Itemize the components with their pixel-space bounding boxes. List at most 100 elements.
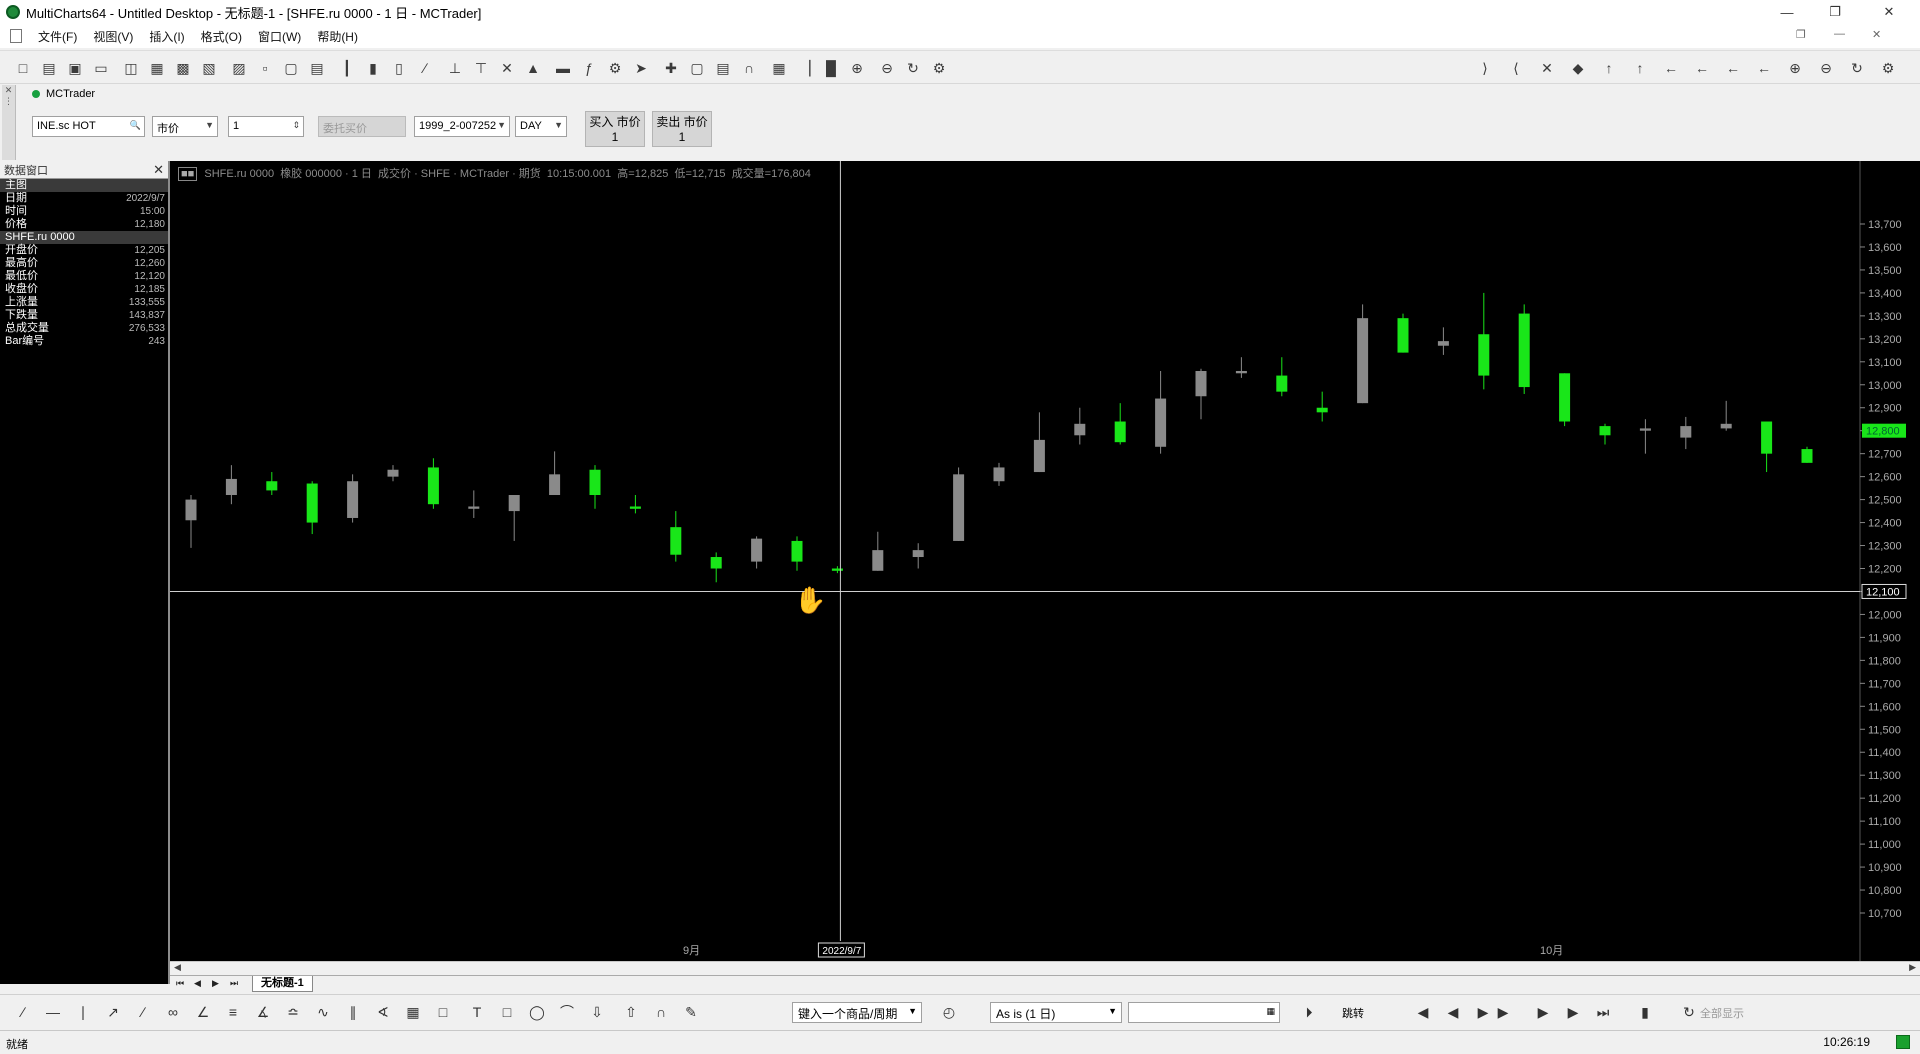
ellipse-icon[interactable]: ◯ [529,1004,545,1020]
magnet-icon[interactable]: ∩ [655,1004,667,1020]
toolbar-tool-icon[interactable]: ← [1695,60,1709,76]
new-order-icon[interactable]: ▧ [202,60,216,76]
zoom-slider-icon[interactable]: ▮ [1641,1004,1649,1020]
last-bar-icon[interactable]: ▶ [1497,1004,1509,1020]
new-scanner-icon[interactable]: ▦ [150,60,164,76]
grid-icon[interactable]: ▦ [772,60,786,76]
mdi-restore-icon[interactable]: ❐ [1796,29,1806,41]
new-portfolio-icon[interactable]: ▨ [232,60,246,76]
brush-icon[interactable]: ✎ [685,1004,697,1020]
toolbar-tool-icon[interactable]: ← [1726,60,1740,76]
session-select[interactable]: As is (1 日) ▼ [990,1002,1122,1023]
hline-icon[interactable]: — [46,1004,60,1020]
stepper-icon[interactable]: ⇕ [292,120,300,130]
trendline-icon[interactable]: ∕ [21,1004,25,1020]
new-dom-icon[interactable]: ▩ [176,60,190,76]
calendar-icon[interactable]: ▦ [1266,1006,1275,1016]
tradebar-handle[interactable]: ✕ ⋮ [2,85,16,160]
tif-select[interactable]: DAY ▼ [515,116,567,137]
menu-format[interactable]: 格式(O) [200,29,242,44]
ray-icon[interactable]: ↗ [107,1004,119,1020]
new-workspace-icon[interactable]: □ [18,60,28,76]
price-field[interactable]: 委托买价 [318,116,406,137]
toolbar-tool-icon[interactable]: ⟨ [1513,60,1519,76]
line-icon[interactable]: ∕ [423,60,427,76]
vline-icon[interactable]: ∣ [79,1004,87,1020]
new-alert-icon[interactable]: ▫ [262,60,268,76]
chart-canvas[interactable]: 13,700 13,600 13,500 13,400 13,300 13,200 13,1… [170,161,1920,961]
quantity-stepper[interactable]: 1 ⇕ [228,116,304,137]
zoom-in-icon[interactable]: ⊕ [851,60,863,76]
ohlc-icon[interactable]: ⊥ [448,60,462,76]
tab-next-icon[interactable]: ▶ [212,978,219,988]
arrow-down-icon[interactable]: ⇩ [591,1004,603,1020]
end-icon[interactable]: ⏭ [1596,1004,1610,1020]
new-chart-icon[interactable]: ◫ [124,60,138,76]
toolbar-tool-icon[interactable]: ← [1664,60,1678,76]
magnet-icon[interactable]: ∩ [743,60,755,76]
text-tool-icon[interactable]: T [472,1004,482,1020]
toolbar-tool-icon[interactable]: ⟩ [1482,60,1488,76]
scroll-right-icon[interactable]: ▶ [1909,962,1916,972]
scroll-icon[interactable]: ▶ [1537,1004,1549,1020]
buy-market-button[interactable]: 买入 市价 1 [585,111,645,147]
data-window-icon[interactable]: ▤ [716,60,730,76]
sell-market-button[interactable]: 卖出 市价 1 [652,111,712,147]
hist-icon[interactable]: █ [826,60,836,76]
volume-icon[interactable]: ▕ [799,60,811,76]
tab-last-icon[interactable]: ⏭ [230,978,239,988]
jump-icon[interactable]: ⏵ [1305,1004,1313,1020]
mdi-minimize-icon[interactable]: — [1834,28,1845,40]
menu-insert[interactable]: 插入(I) [149,29,185,44]
toolbar-tool-icon[interactable]: ↑ [1605,60,1613,76]
price-chart[interactable]: 13,700 13,600 13,500 13,400 13,300 13,200 13,1… [170,161,1920,961]
channel-icon[interactable]: ∕ [141,1004,145,1020]
speed-icon[interactable]: ∢ [377,1004,389,1020]
toolbar-tool-icon[interactable]: ⊖ [1820,60,1832,76]
time-zone-icon[interactable]: ∥ [349,1004,357,1020]
menu-help[interactable]: 帮助(H) [317,29,358,44]
toolbar-tool-icon[interactable]: ↻ [1851,60,1863,76]
tab-first-icon[interactable]: ⏮ [176,978,185,988]
cycle-icon[interactable]: ∿ [317,1004,329,1020]
toolbar-tool-icon[interactable]: ⚙ [1881,60,1895,76]
bar-chart-icon[interactable]: ┃ [342,60,352,76]
tab-untitled-1[interactable]: 无标题-1 [252,976,313,992]
menu-view[interactable]: 视图(V) [93,29,134,44]
kagi-icon[interactable]: ▲ [526,60,540,76]
mdi-close-icon[interactable]: ✕ [1872,29,1882,41]
toolbar-tool-icon[interactable]: ◆ [1572,60,1584,76]
show-all-button[interactable]: 全部显示 [1700,1008,1744,1020]
pointer-icon[interactable]: ➤ [635,60,647,76]
strategy-icon[interactable]: ⚙ [608,60,622,76]
refresh-icon[interactable]: ↻ [907,60,919,76]
play-icon[interactable]: ▶ [1567,1004,1579,1020]
clock-icon[interactable]: ◴ [942,1004,956,1020]
print-icon[interactable]: ▭ [94,60,108,76]
rectangle-icon[interactable]: □ [502,1004,512,1020]
toolbar-tool-icon[interactable]: ✕ [1541,60,1553,76]
menu-file[interactable]: 文件(F) [38,29,78,44]
arc-icon[interactable]: ⌒ [560,1004,574,1020]
jump-button[interactable]: 跳转 [1342,1008,1364,1020]
hollow-candle-icon[interactable]: ▯ [395,60,403,76]
scroll-left-icon[interactable]: ◀ [174,962,181,972]
symbol-period-input[interactable]: 键入一个商品/周期 ▼ [792,1002,922,1023]
jump-date-field[interactable]: ▦ [1128,1002,1280,1023]
zoom-reset-icon[interactable]: ↻ [1683,1004,1695,1020]
next-bar-icon[interactable]: ▶ [1477,1004,1489,1020]
toolbar-tool-icon[interactable]: ⊕ [1789,60,1801,76]
indicator-icon[interactable]: ƒ [585,60,593,76]
zoom-out-icon[interactable]: ⊖ [881,60,893,76]
hlc-icon[interactable]: ⊤ [474,60,488,76]
maximize-button[interactable]: ❐ [1829,4,1841,19]
chart-horizontal-scrollbar[interactable]: ◀ ▶ [170,961,1920,975]
symbol-field[interactable]: INE.sc HOT 🔍 [32,116,145,137]
fib-fan-icon[interactable]: ∡ [256,1004,270,1020]
exchange-icon[interactable]: ▤ [310,60,324,76]
grid-icon[interactable]: ▦ [406,1004,420,1020]
open-workspace-icon[interactable]: ▤ [42,60,56,76]
pattern-icon[interactable]: □ [438,1004,448,1020]
toolbar-tool-icon[interactable]: ↑ [1636,60,1644,76]
andrews-icon[interactable]: ∞ [168,1004,178,1020]
